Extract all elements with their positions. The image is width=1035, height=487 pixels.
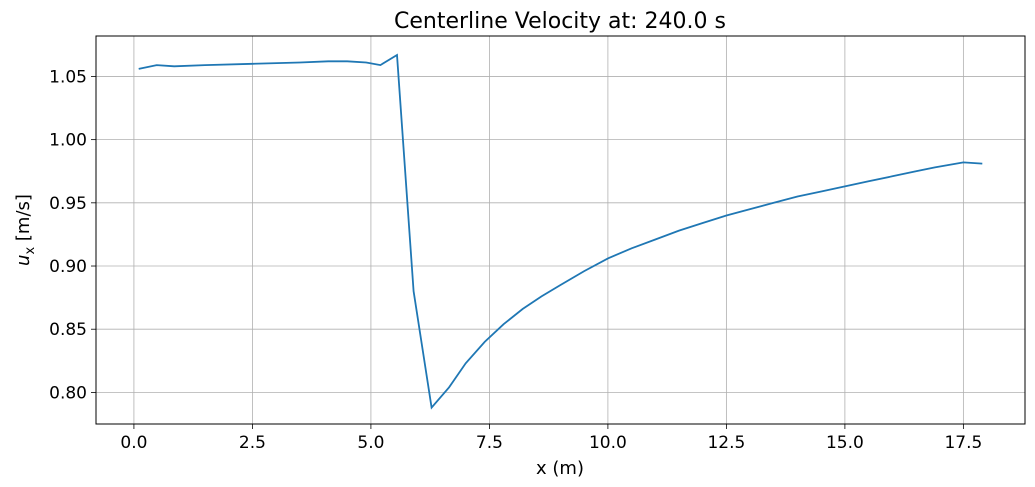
y-axis-label: ux [m/s] — [13, 194, 38, 266]
x-tick-label: 12.5 — [707, 433, 745, 453]
x-tick-label: 17.5 — [944, 433, 982, 453]
y-tick-label: 1.00 — [49, 131, 87, 151]
y-tick-label: 1.05 — [49, 67, 87, 87]
y-tick-label: 0.85 — [49, 320, 87, 340]
x-tick-label: 5.0 — [357, 433, 384, 453]
chart-title: Centerline Velocity at: 240.0 s — [394, 9, 726, 34]
x-tick-label: 0.0 — [120, 433, 147, 453]
x-tick-label: 7.5 — [476, 433, 503, 453]
x-tick-label: 10.0 — [589, 433, 627, 453]
y-tick-label: 0.90 — [49, 257, 87, 277]
series-line — [138, 53, 983, 410]
y-axis: 0.80 0.85 0.90 0.95 1.00 1.05 — [49, 67, 96, 403]
x-tick-label: 15.0 — [826, 433, 864, 453]
plot-area — [95, 35, 1026, 425]
x-tick-label: 2.5 — [239, 433, 266, 453]
x-axis: 0.0 2.5 5.0 7.5 10.0 12.5 15.0 17.5 — [120, 424, 982, 453]
y-tick-label: 0.80 — [49, 383, 87, 403]
x-axis-label: x (m) — [536, 458, 584, 479]
y-tick-label: 0.95 — [49, 194, 87, 214]
grid — [96, 36, 1025, 424]
